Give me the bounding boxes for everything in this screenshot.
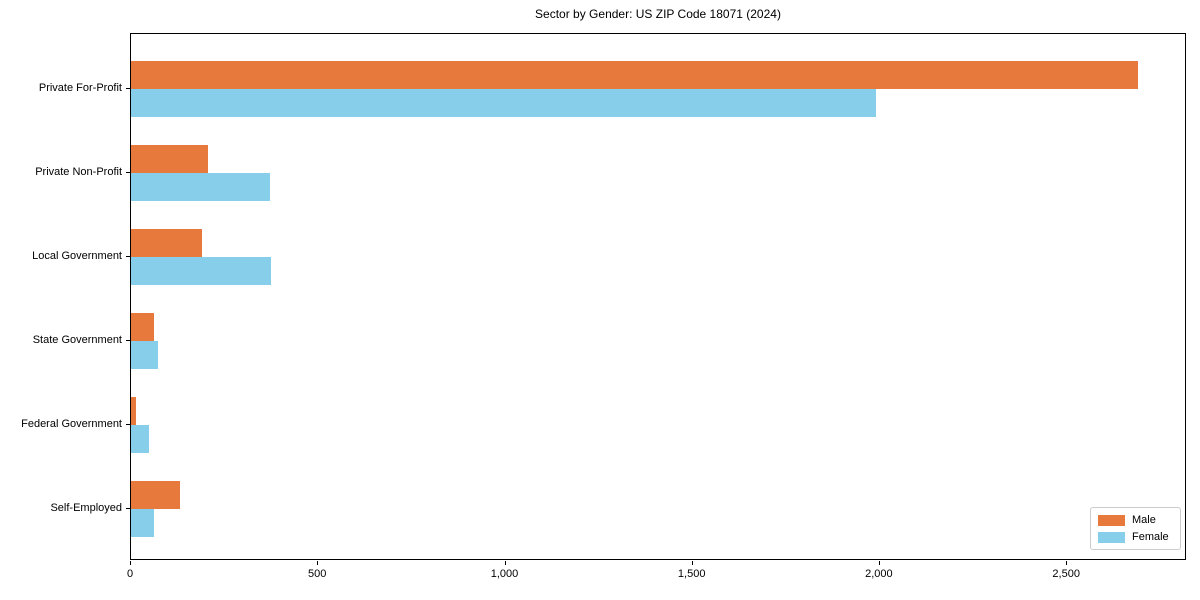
x-tick-mark — [878, 561, 880, 565]
x-tick-mark — [691, 561, 693, 565]
x-tick-label: 1,000 — [490, 568, 519, 580]
bar-female-2 — [131, 173, 270, 201]
legend-label-female: Female — [1132, 531, 1169, 543]
bar-female-3 — [131, 257, 272, 285]
y-tick-mark — [126, 424, 130, 425]
y-category-label: Federal Government — [21, 418, 122, 430]
y-category-label: Local Government — [32, 250, 122, 262]
y-category-label: Self-Employed — [50, 502, 122, 514]
y-tick-mark — [126, 340, 130, 341]
x-tick-label: 0 — [126, 568, 134, 580]
bar-female-6 — [131, 509, 154, 537]
legend-swatch-male — [1098, 514, 1125, 526]
x-tick-mark — [1066, 561, 1068, 565]
plot-area — [130, 33, 1186, 560]
x-tick-label: 500 — [308, 568, 327, 580]
y-category-label: State Government — [32, 334, 122, 346]
x-tick-mark — [317, 561, 319, 565]
x-tick-mark — [130, 561, 131, 565]
bar-male-3 — [131, 229, 203, 257]
y-category-label: Private Non-Profit — [35, 166, 122, 178]
legend-label-male: Male — [1132, 514, 1156, 526]
y-tick-mark — [126, 256, 130, 257]
legend-item-male: Male — [1098, 514, 1172, 526]
legend-swatch-female — [1098, 531, 1125, 543]
bar-female-5 — [131, 425, 149, 453]
bar-male-1 — [131, 61, 1139, 89]
legend-item-female: Female — [1098, 531, 1172, 543]
y-tick-mark — [126, 172, 130, 173]
y-tick-mark — [126, 508, 130, 509]
x-tick-label: 1,500 — [677, 568, 706, 580]
chart-title: Sector by Gender: US ZIP Code 18071 (202… — [535, 7, 781, 21]
bar-female-4 — [131, 341, 158, 369]
x-tick-label: 2,500 — [1052, 568, 1080, 580]
bar-male-4 — [131, 313, 154, 341]
bar-male-5 — [131, 397, 136, 425]
bar-male-6 — [131, 481, 180, 509]
bar-male-2 — [131, 145, 208, 173]
bar-female-1 — [131, 89, 877, 117]
legend: Male Female — [1090, 507, 1181, 550]
x-tick-label: 2,000 — [865, 568, 893, 580]
y-tick-mark — [126, 88, 130, 89]
x-tick-mark — [504, 561, 506, 565]
y-category-label: Private For-Profit — [38, 82, 122, 94]
